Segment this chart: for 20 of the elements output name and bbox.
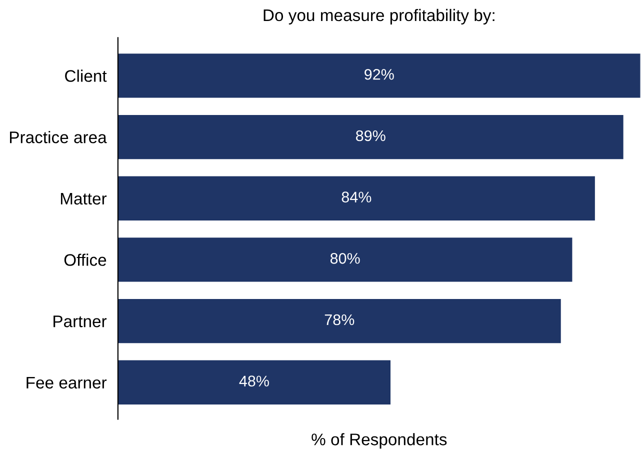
- x-axis-title: % of Respondents: [312, 433, 447, 449]
- bar: [118, 176, 595, 220]
- bar: [118, 114, 624, 160]
- data-label: 48%: [239, 376, 269, 386]
- bar: [118, 298, 561, 344]
- chart-title: Do you measure profitability by:: [264, 8, 494, 24]
- y-tick-label: Partner: [54, 316, 107, 328]
- data-label: 89%: [356, 130, 386, 142]
- data-label: 92%: [364, 68, 394, 80]
- y-tick-label: Client: [65, 70, 107, 82]
- y-tick-label: Matter: [60, 192, 107, 205]
- data-label: 80%: [330, 253, 360, 264]
- data-label: 84%: [342, 192, 372, 202]
- y-tick-label: Office: [64, 254, 106, 266]
- y-tick-label: Fee earner: [26, 376, 107, 389]
- y-tick-label: Practice area: [10, 131, 107, 144]
- bar: [118, 54, 640, 98]
- bar: [118, 360, 391, 404]
- data-label: 78%: [324, 314, 354, 326]
- bar: [118, 238, 572, 282]
